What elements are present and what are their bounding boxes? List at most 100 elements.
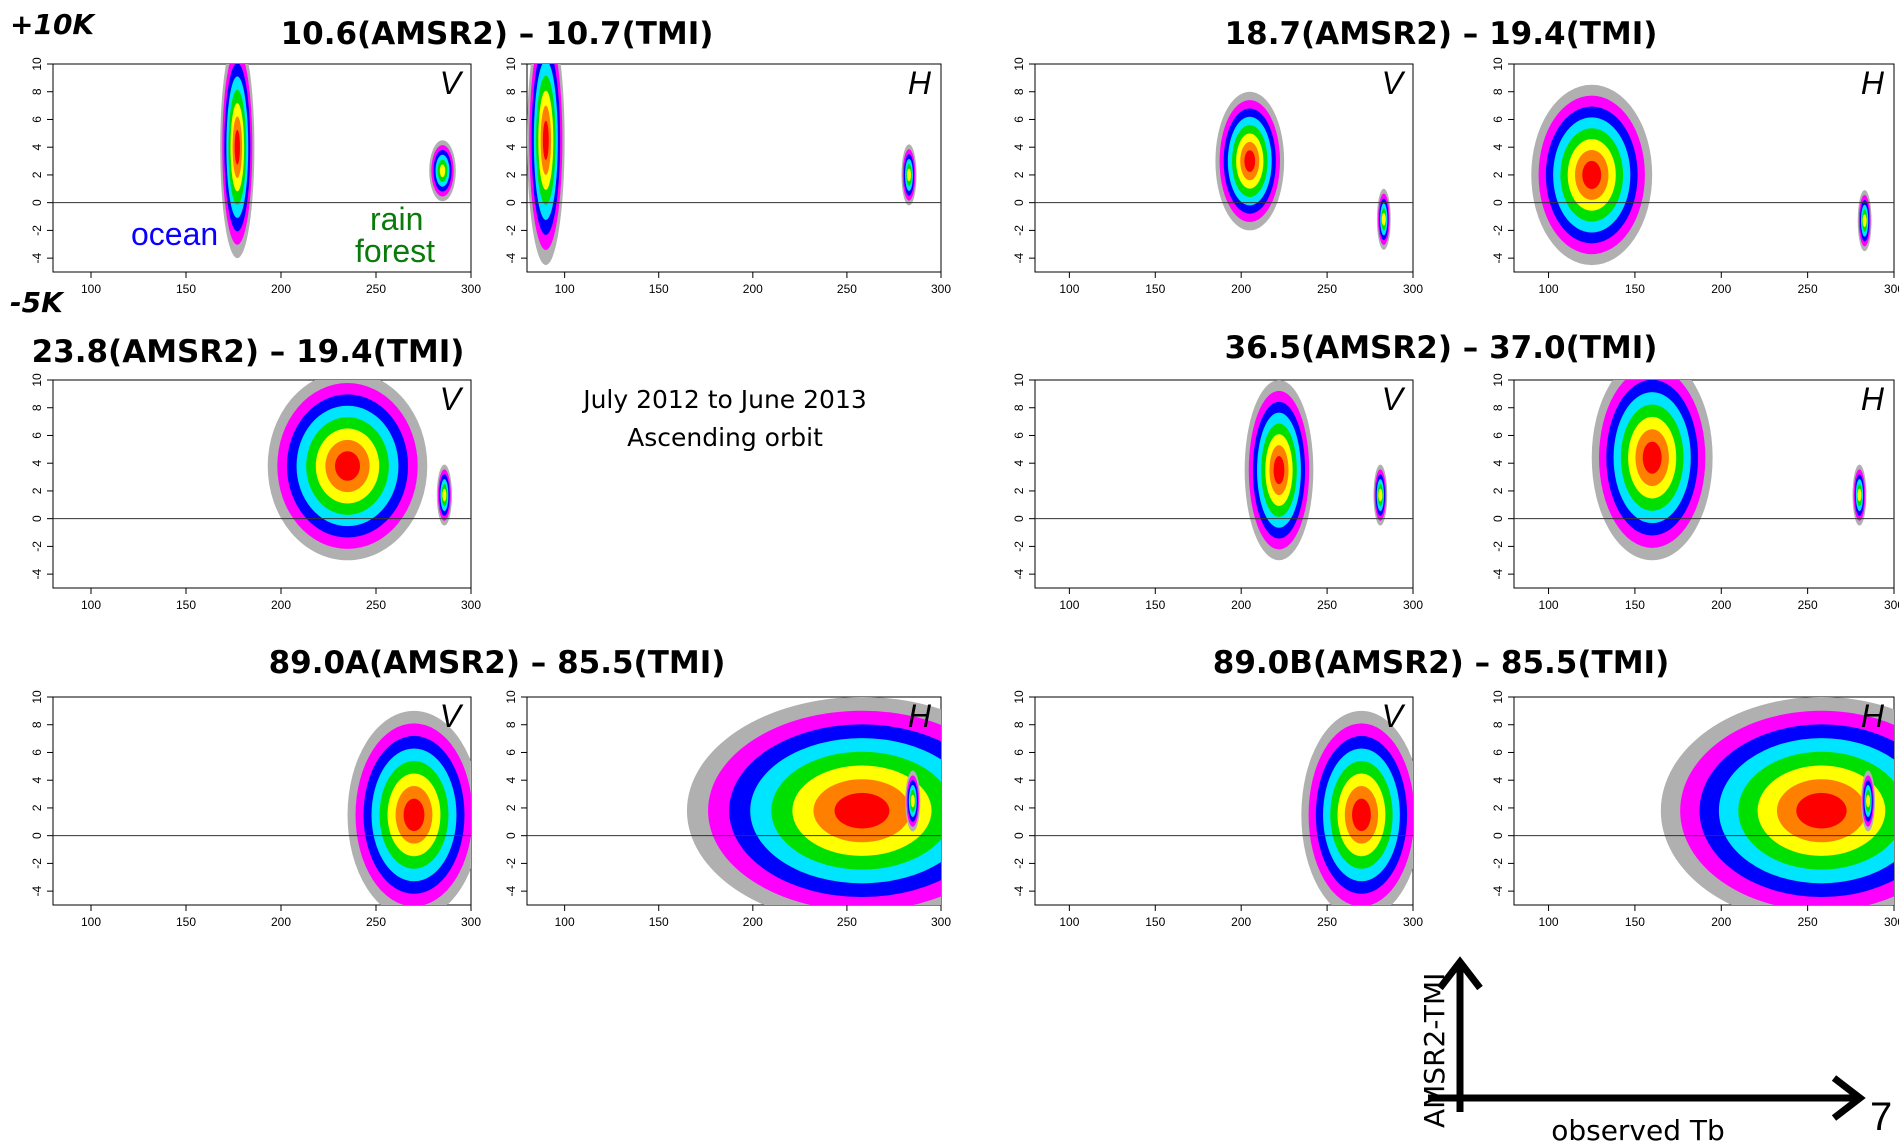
density-level-7	[234, 129, 240, 165]
x-tick-label: 200	[1231, 598, 1251, 612]
x-tick-label: 300	[1403, 282, 1423, 296]
y-tick-label: -4	[1012, 885, 1026, 896]
y-tick-label: 2	[1491, 804, 1505, 811]
x-tick-label: 150	[649, 282, 669, 296]
x-tick-label: 250	[366, 282, 386, 296]
y-tick-label: -2	[1012, 225, 1026, 236]
density-cloud	[347, 710, 471, 905]
y-tick-label: 10	[504, 690, 518, 704]
orbit-note: Ascending orbit	[627, 423, 823, 452]
y-tick-label: 2	[504, 804, 518, 811]
title-23-8: 23.8(AMSR2) – 19.4(TMI)	[32, 334, 465, 370]
y-tick-label: 10	[30, 690, 44, 704]
y-tick-label: 10	[1012, 690, 1026, 704]
x-tick-label: 300	[1884, 915, 1899, 929]
y-tick-label: 0	[1012, 832, 1026, 839]
y-tick-label: 8	[1012, 88, 1026, 95]
y-tick-label: 10	[1491, 373, 1505, 387]
x-tick-label: 150	[176, 598, 196, 612]
y-tick-label: -2	[1491, 858, 1505, 869]
x-tick-label: 200	[743, 282, 763, 296]
polarization-label: H	[908, 698, 932, 734]
y-tick-label: 10	[30, 373, 44, 387]
y-tick-label: -4	[504, 885, 518, 896]
y-tick-label: 2	[1491, 171, 1505, 178]
density-level-7	[1273, 456, 1285, 485]
polarization-label: V	[1382, 381, 1406, 417]
density-cloud	[267, 380, 452, 561]
polarization-label: V	[1382, 65, 1406, 101]
x-tick-label: 200	[1711, 915, 1731, 929]
y-tick-label: 8	[1491, 404, 1505, 411]
x-tick-label: 100	[1059, 598, 1079, 612]
y-tick-label: 2	[1012, 487, 1026, 494]
y-tick-label: 4	[1012, 460, 1026, 467]
plot-frame	[1034, 379, 1414, 589]
x-tick-label: 200	[271, 282, 291, 296]
y-tick-label: 2	[30, 804, 44, 811]
x-tick-label: 100	[81, 915, 101, 929]
density-level-5	[442, 488, 447, 502]
y-tick-label: 6	[504, 116, 518, 123]
polarization-label: V	[440, 698, 464, 734]
x-tick-label: 250	[366, 915, 386, 929]
y-tick-label: 6	[1012, 749, 1026, 756]
density-cloud	[1301, 710, 1413, 905]
panel-36.5-H: 100 150 200 250 300 -4 -2 0 2 4 6 8 10 H	[1491, 373, 1899, 612]
density-level-7	[1582, 160, 1602, 190]
y-tick-label: 2	[30, 171, 44, 178]
y-tick-label: -4	[504, 252, 518, 263]
y-tick-label: -4	[30, 568, 44, 579]
polarization-label: H	[908, 65, 932, 101]
y-tick-label: 10	[1012, 57, 1026, 71]
y-tick-label: -2	[30, 225, 44, 236]
x-tick-label: 100	[81, 598, 101, 612]
y-tick-label: 0	[1012, 515, 1026, 522]
corner-top-label: +10K	[10, 8, 96, 41]
density-level-7	[335, 451, 360, 481]
x-tick-label: 200	[1711, 598, 1731, 612]
x-tick-label: 300	[461, 915, 481, 929]
x-tick-label: 150	[1145, 598, 1165, 612]
polarization-label: V	[440, 381, 464, 417]
y-tick-label: 8	[1012, 404, 1026, 411]
x-tick-label: 250	[1317, 915, 1337, 929]
x-tick-label: 150	[1625, 282, 1645, 296]
y-tick-label: 4	[1491, 777, 1505, 784]
x-tick-label: 300	[1403, 915, 1423, 929]
key-y-label: AMSR2-TMI	[1418, 973, 1451, 1128]
y-tick-label: 6	[504, 749, 518, 756]
panel-89.0A-V: 100 150 200 250 300 -4 -2 0 2 4 6 8 10 V	[30, 690, 481, 929]
title-18-7: 18.7(AMSR2) – 19.4(TMI)	[1225, 16, 1658, 52]
title-10-6: 10.6(AMSR2) – 10.7(TMI)	[281, 16, 714, 52]
y-tick-label: -2	[30, 858, 44, 869]
density-level-5	[1378, 488, 1383, 502]
x-tick-label: 150	[176, 915, 196, 929]
panel-18.7-H: 100 150 200 250 300 -4 -2 0 2 4 6 8 10 H	[1491, 57, 1899, 296]
x-tick-label: 250	[1317, 282, 1337, 296]
x-tick-label: 200	[271, 915, 291, 929]
y-tick-label: 0	[1491, 199, 1505, 206]
y-tick-label: 0	[1012, 199, 1026, 206]
x-tick-label: 100	[555, 915, 575, 929]
ocean-label: ocean	[131, 216, 218, 252]
density-cloud	[220, 64, 456, 259]
density-level-5	[1857, 488, 1862, 502]
y-tick-label: 0	[1491, 515, 1505, 522]
rain-label: rain	[370, 201, 423, 237]
polarization-label: H	[1861, 381, 1885, 417]
density-level-7	[1352, 798, 1371, 832]
y-tick-label: 0	[1491, 832, 1505, 839]
y-tick-label: 8	[504, 721, 518, 728]
y-tick-label: 4	[1491, 460, 1505, 467]
y-tick-label: 2	[30, 487, 44, 494]
panel-89.0B-V: 100 150 200 250 300 -4 -2 0 2 4 6 8 10 V	[1012, 690, 1423, 929]
density-level-7	[1796, 792, 1847, 829]
y-tick-label: 6	[1012, 432, 1026, 439]
y-tick-label: 0	[30, 515, 44, 522]
y-tick-label: 6	[30, 749, 44, 756]
polarization-label: V	[1382, 698, 1406, 734]
density-level-7	[403, 798, 425, 832]
